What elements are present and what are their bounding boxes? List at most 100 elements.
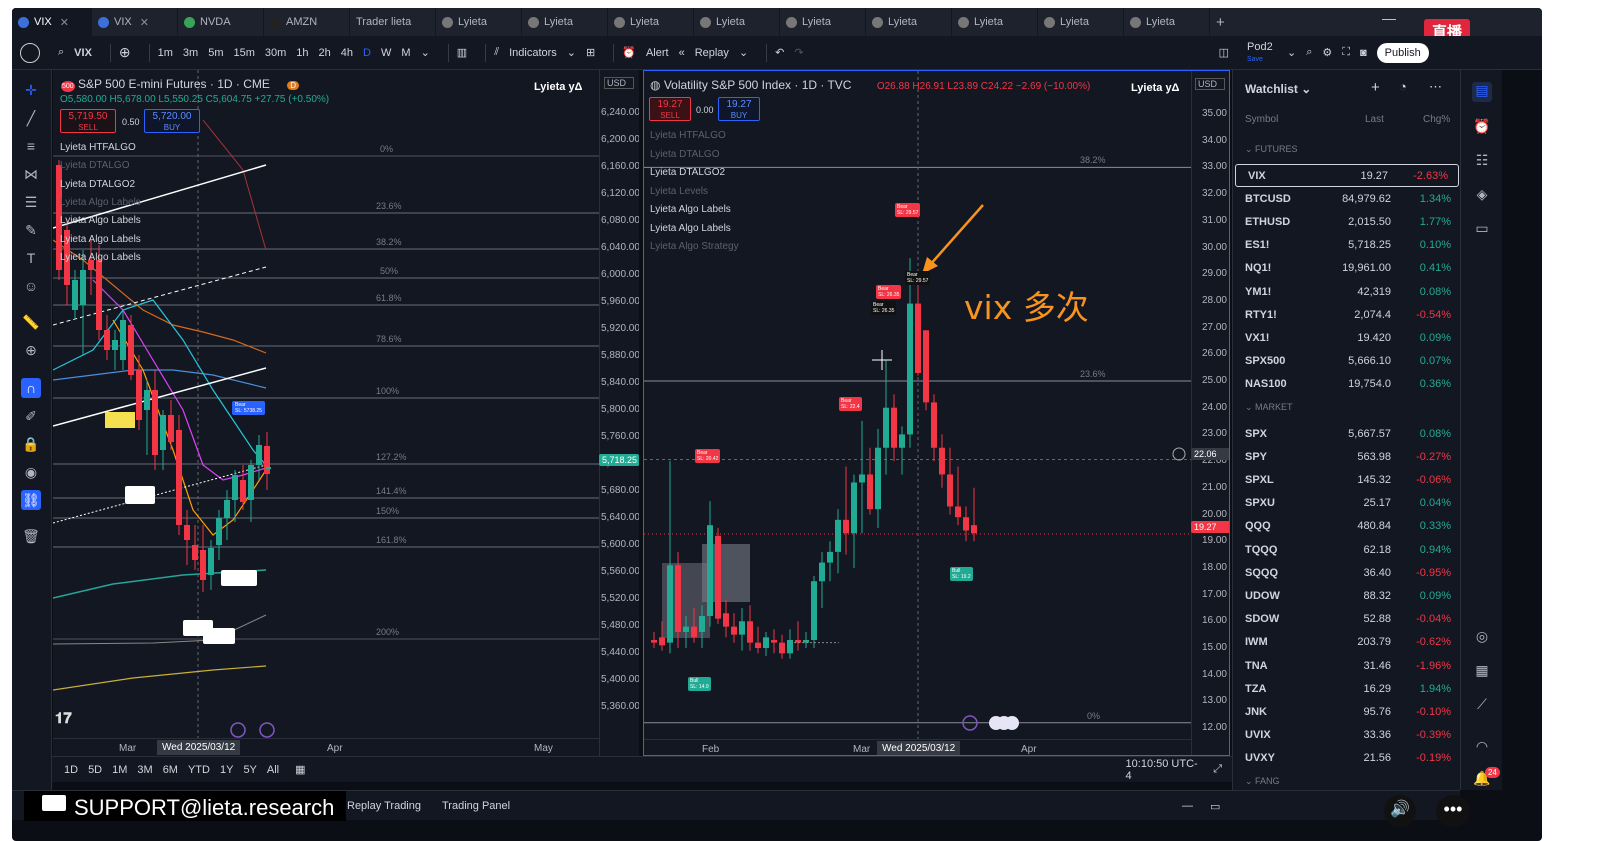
calendar-icon[interactable]: ▦ (1475, 662, 1489, 678)
range-all[interactable]: All (266, 763, 280, 776)
layers-icon[interactable]: ◈ (1476, 186, 1488, 202)
close-icon[interactable]: ✕ (59, 16, 69, 29)
watchlist-row[interactable]: UVIX 33.36 -0.39% (1233, 724, 1461, 747)
fullscreen-icon[interactable]: ⛶ (1342, 46, 1350, 58)
watchlist-row[interactable]: SPXU 25.17 0.04% (1233, 492, 1461, 515)
watchlist-title[interactable]: Watchlist ⌄ (1245, 82, 1312, 96)
es-chart-pane[interactable]: 500 S&P 500 E-mini Futures · 1D · CME D … (53, 70, 639, 756)
target-icon[interactable]: ◎ (1475, 628, 1489, 644)
time-axis[interactable]: Mar Wed 2025/03/12 Apr May (53, 738, 599, 756)
indicator-algo-labels[interactable]: Lyieta Algo Labels (650, 223, 731, 234)
interval-1m[interactable]: 1m (157, 46, 173, 59)
range-5d[interactable]: 5D (88, 763, 103, 776)
range-ytd[interactable]: YTD (187, 763, 210, 776)
tab-lyieta[interactable]: Lyieta (780, 8, 866, 36)
interval-1h[interactable]: 1h (296, 46, 309, 59)
indicator-algo-labels[interactable]: Lyieta Algo Labels (60, 215, 141, 226)
range-1d[interactable]: 1D (64, 763, 79, 776)
range-5y[interactable]: 5Y (243, 763, 257, 776)
expand-panel-icon[interactable]: ▭ (1210, 801, 1221, 813)
indicator-algo-strategy[interactable]: Lyieta Algo Strategy (650, 241, 739, 252)
watchlist-row[interactable]: NQ1! 19,961.00 0.41% (1233, 257, 1461, 280)
currency-select[interactable]: USD (1195, 78, 1225, 90)
vix-chart-canvas[interactable] (644, 71, 1230, 756)
sync-icon[interactable]: ⛓ (21, 490, 41, 510)
section-header-futures[interactable]: ⌄ FUTURES (1245, 144, 1298, 154)
magnet-icon[interactable]: ∩ (21, 378, 41, 398)
range-1y[interactable]: 1Y (219, 763, 234, 776)
range-6m[interactable]: 6M (162, 763, 178, 776)
chart-title[interactable]: Volatility S&P 500 Index · 1D · TVC (663, 78, 852, 92)
new-tab-button[interactable]: + (1216, 13, 1225, 31)
tab-vix-1[interactable]: VIX ✕ (12, 8, 92, 36)
replay-trading-tab[interactable]: Replay Trading (347, 800, 421, 812)
interval-4h[interactable]: 4h (340, 46, 354, 59)
interval-m[interactable]: M (401, 46, 411, 59)
goto-date-icon[interactable]: ▦ (295, 764, 306, 776)
zoom-icon[interactable]: ⊕ (25, 342, 37, 358)
ideas-icon[interactable]: ⟋ (1477, 696, 1487, 712)
watchlist-row[interactable]: SPX 5,667.57 0.08% (1233, 422, 1461, 445)
replay-icon[interactable]: « (678, 46, 685, 59)
watchlist-row[interactable]: IWM 203.79 -0.62% (1233, 631, 1461, 654)
watchlist-row[interactable]: SQQQ 36.40 -0.95% (1233, 561, 1461, 584)
tab-lyieta[interactable]: Lyieta (522, 8, 608, 36)
indicator-algo-labels[interactable]: Lyieta Algo Labels (60, 234, 141, 245)
watchlist-row[interactable]: TQQQ 62.18 0.94% (1233, 538, 1461, 561)
tab-amzn[interactable]: AMZN (264, 8, 350, 36)
clock-readout[interactable]: 10:10:50 UTC-4 (1125, 757, 1198, 782)
watchlist-row[interactable]: BTCUSD 84,979.62 1.34% (1233, 187, 1461, 210)
tab-vix-2[interactable]: VIX ✕ (92, 8, 178, 36)
pattern-icon[interactable]: ⋈ (24, 166, 38, 182)
buy-button[interactable]: 19.27 BUY (718, 97, 760, 121)
brush-icon[interactable]: ✎ (25, 222, 37, 238)
indicator-algo-labels[interactable]: Lyieta Algo Labels (650, 204, 731, 215)
stay-drawing-icon[interactable]: ✐ (25, 408, 37, 424)
col-last[interactable]: Last (1365, 114, 1384, 125)
watchlist-row[interactable]: QQQ 480.84 0.33% (1233, 515, 1461, 538)
tab-lyieta[interactable]: Lyieta (608, 8, 694, 36)
trash-icon[interactable]: 🗑 (22, 528, 40, 544)
buy-button[interactable]: 5,720.00 BUY (144, 109, 200, 133)
range-1m[interactable]: 1M (112, 763, 128, 776)
emoji-icon[interactable]: ☺ (23, 278, 39, 294)
watchlist-row[interactable]: SPX500 5,666.10 0.07% (1233, 350, 1461, 373)
indicator-dtalgo[interactable]: Lyieta DTALGO (60, 160, 130, 171)
settings-icon[interactable]: ⚙ (1322, 47, 1333, 59)
chevron-down-icon[interactable]: ⌄ (566, 47, 577, 59)
profile-avatar[interactable] (20, 42, 40, 63)
replay-button[interactable]: Replay (694, 46, 729, 59)
advanced-view-icon[interactable]: ◔ (1399, 79, 1407, 94)
tab-lyieta[interactable]: Lyieta (866, 8, 952, 36)
tab-lyieta[interactable]: Lyieta (436, 8, 522, 36)
candles-icon[interactable]: ▥ (456, 47, 468, 59)
close-icon[interactable]: ✕ (139, 16, 149, 29)
tab-trader-lieta[interactable]: Trader lieta (350, 8, 436, 36)
eye-icon[interactable]: ◉ (24, 464, 38, 480)
more-icon[interactable]: ••• (1436, 795, 1470, 827)
tab-lyieta[interactable]: Lyieta (694, 8, 780, 36)
watchlist-row[interactable]: ETHUSD 2,015.50 1.77% (1233, 210, 1461, 233)
sell-button[interactable]: 5,719.50 SELL (60, 109, 116, 133)
chevron-down-icon[interactable]: ⌄ (1287, 47, 1297, 59)
watchlist-row[interactable]: RTY1! 2,074.4 -0.54% (1233, 303, 1461, 326)
tab-nvda[interactable]: NVDA (178, 8, 264, 36)
quick-search-icon[interactable]: ⌕ (1306, 46, 1313, 58)
watchlist-row[interactable]: YM1! 42,319 0.08% (1233, 280, 1461, 303)
indicators-button[interactable]: Indicators (509, 46, 557, 59)
layouts-icon[interactable]: ⊞ (586, 47, 596, 59)
watchlist-row[interactable]: TZA 16.29 1.94% (1233, 677, 1461, 700)
publish-button[interactable]: Publish (1376, 42, 1429, 63)
alerts-icon[interactable]: ⏰ (1473, 118, 1491, 134)
section-header-market[interactable]: ⌄ MARKET (1245, 402, 1293, 412)
range-3m[interactable]: 3M (137, 763, 153, 776)
indicator-algo-labels[interactable]: Lyieta Algo Labels (60, 197, 141, 208)
layout-split-icon[interactable]: ◫ (1218, 47, 1229, 59)
tab-lyieta[interactable]: Lyieta (1038, 8, 1124, 36)
indicator-dtalgo2[interactable]: Lyieta DTALGO2 (650, 167, 726, 178)
watchlist-row[interactable]: SDOW 52.88 -0.04% (1233, 608, 1461, 631)
watchlist-row[interactable]: NAS100 19,754.0 0.36% (1233, 373, 1461, 396)
interval-5m[interactable]: 5m (208, 46, 224, 59)
interval-d[interactable]: D (363, 46, 371, 59)
add-symbol-icon[interactable]: + (1371, 79, 1380, 96)
